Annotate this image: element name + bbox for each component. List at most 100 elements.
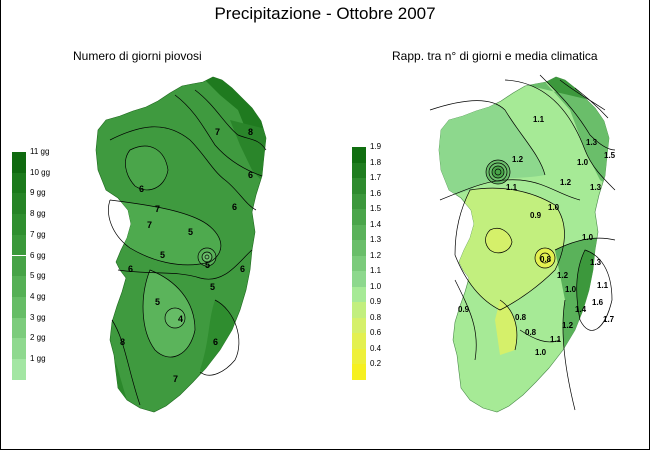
left-contour-label: 7: [147, 220, 152, 230]
right-contour-label: 1.0: [565, 285, 577, 294]
left-contour-label: 7: [215, 127, 220, 137]
left-legend-swatch: [12, 214, 26, 235]
right-legend-swatch: [352, 364, 366, 380]
left-legend-label: 10 gg: [30, 167, 51, 177]
right-legend-label: 0.8: [370, 312, 382, 322]
right-map-subtitle: Rapp. tra n° di giorni e media climatica: [392, 49, 598, 63]
right-legend-label: 0.6: [370, 328, 382, 337]
right-contour-label: 1.6: [592, 298, 604, 307]
right-legend-label: 1.8: [370, 157, 382, 167]
left-legend-label: 6 gg: [30, 250, 46, 260]
right-legend-label: 1.2: [370, 250, 382, 260]
left-legend-swatch: [12, 359, 26, 380]
right-contour-label: 1.7: [603, 315, 615, 324]
left-contour-label: 5: [210, 282, 215, 292]
left-legend-swatch: [12, 234, 26, 256]
right-contour-label: 1.2: [512, 155, 524, 164]
right-legend-label: 0.2: [370, 359, 382, 368]
left-legend-swatch: [12, 296, 26, 318]
right-legend-label: 1.6: [370, 188, 382, 198]
right-legend-label: 1.1: [370, 266, 382, 275]
right-legend-label: 1.7: [370, 173, 382, 182]
left-legend-label: 11 gg: [30, 147, 50, 156]
right-legend-label: 1.4: [370, 219, 382, 229]
right-contours: [429, 74, 616, 411]
right-contour-label: 1.1: [597, 281, 609, 290]
left-contour-label: 5: [155, 297, 160, 307]
right-legend-label: 0.9: [370, 297, 382, 306]
right-contour-label: 1.0: [535, 348, 547, 357]
left-contour-label: 6: [213, 337, 218, 347]
left-legend-swatch: [12, 338, 26, 359]
right-legend-swatch: [352, 162, 366, 178]
left-legend-swatch: [12, 152, 26, 173]
left-map-subtitle: Numero di giorni piovosi: [73, 49, 202, 63]
left-legend-label: 7 gg: [30, 229, 46, 239]
left-contour-label: 7: [155, 204, 160, 214]
left-legend-label: 9 gg: [30, 188, 46, 198]
left-legend-label: 2 gg: [30, 333, 46, 343]
left-contour-label: 6: [232, 202, 237, 212]
left-contour-label: 6: [139, 184, 144, 194]
right-legend-swatch: [352, 240, 366, 256]
right-legend-swatch: [352, 348, 366, 364]
right-legend-swatch: [352, 333, 366, 349]
right-contour-label: 1.1: [533, 115, 545, 124]
right-contour-label: 1.0: [577, 158, 589, 167]
right-contour-label: 1.2: [560, 178, 572, 187]
left-legend-swatch: [12, 317, 26, 339]
right-legend-label: 1.0: [370, 281, 382, 291]
left-contour-labels: 7 8 7 6 6 6 5 5 7 6 6 8 5 4 5 5 6 7: [120, 127, 253, 384]
left-contour-label: 8: [120, 337, 125, 347]
left-contour-label: 7: [173, 374, 178, 384]
right-contour-label: 0.8: [525, 328, 537, 337]
right-legend-swatch: [352, 255, 366, 271]
right-contour-label: 1.3: [590, 258, 602, 267]
left-legend-swatch: [12, 172, 26, 194]
right-contour-label: 1.1: [506, 183, 518, 192]
left-map: 7 8 7 6 6 6 5 5 7 6 6 8 5 4 5 5 6 7: [95, 76, 267, 413]
right-contour-label: 1.4: [575, 305, 587, 314]
left-contour-label: 5: [188, 227, 193, 237]
right-contour-labels: 1.1 1.0 1.3 1.5 1.2 1.1 1.3 1.2 1.0 0.9 …: [458, 115, 616, 357]
right-legend-label: 1.5: [370, 204, 382, 213]
left-contours: [108, 89, 267, 406]
right-contour-label: 0.8: [540, 255, 552, 264]
left-legend-label: 3 gg: [30, 312, 46, 322]
left-legend-label: 1 gg: [30, 354, 46, 363]
left-legend-swatch: [12, 193, 26, 215]
right-legend-swatch: [352, 286, 366, 302]
right-contour-label: 1.2: [562, 321, 574, 330]
left-legend-label: 4 gg: [30, 291, 46, 301]
right-contour-label: 0.9: [458, 305, 470, 314]
right-contour-label: 1.3: [590, 183, 602, 192]
right-legend-swatch: [352, 178, 366, 194]
right-contour-label: 0.9: [530, 211, 542, 220]
right-legend-label: 1.3: [370, 235, 382, 244]
right-legend-swatch: [352, 317, 366, 333]
left-legend-label: 5 gg: [30, 271, 46, 281]
left-legend-label: 8 gg: [30, 209, 46, 219]
right-contour-label: 0.8: [515, 313, 527, 322]
left-legend-swatch: [12, 276, 26, 297]
left-legend-swatch: [12, 255, 26, 277]
right-legend-swatch: [352, 302, 366, 318]
right-legend-swatch: [352, 209, 366, 225]
right-contour-label: 1.3: [586, 138, 598, 147]
right-contour-label: 1.0: [548, 203, 560, 212]
left-contour-label: 5: [160, 250, 165, 260]
left-contour-label: 5: [205, 260, 210, 270]
left-contour-label: 8: [248, 127, 253, 137]
right-legend-swatch: [352, 224, 366, 240]
left-contour-label: 6: [240, 264, 245, 274]
right-contour-label: 1.1: [550, 335, 562, 344]
left-contour-label: 6: [248, 170, 253, 180]
right-contour-label: 1.0: [582, 233, 594, 242]
right-legend-swatch: [352, 271, 366, 287]
right-legend-label: 1.9: [370, 142, 382, 151]
figure-title: Precipitazione - Ottobre 2007: [214, 4, 436, 23]
left-contour-label: 4: [178, 314, 183, 324]
right-contour-label: 1.5: [604, 151, 616, 160]
right-legend-swatch: [352, 147, 366, 163]
